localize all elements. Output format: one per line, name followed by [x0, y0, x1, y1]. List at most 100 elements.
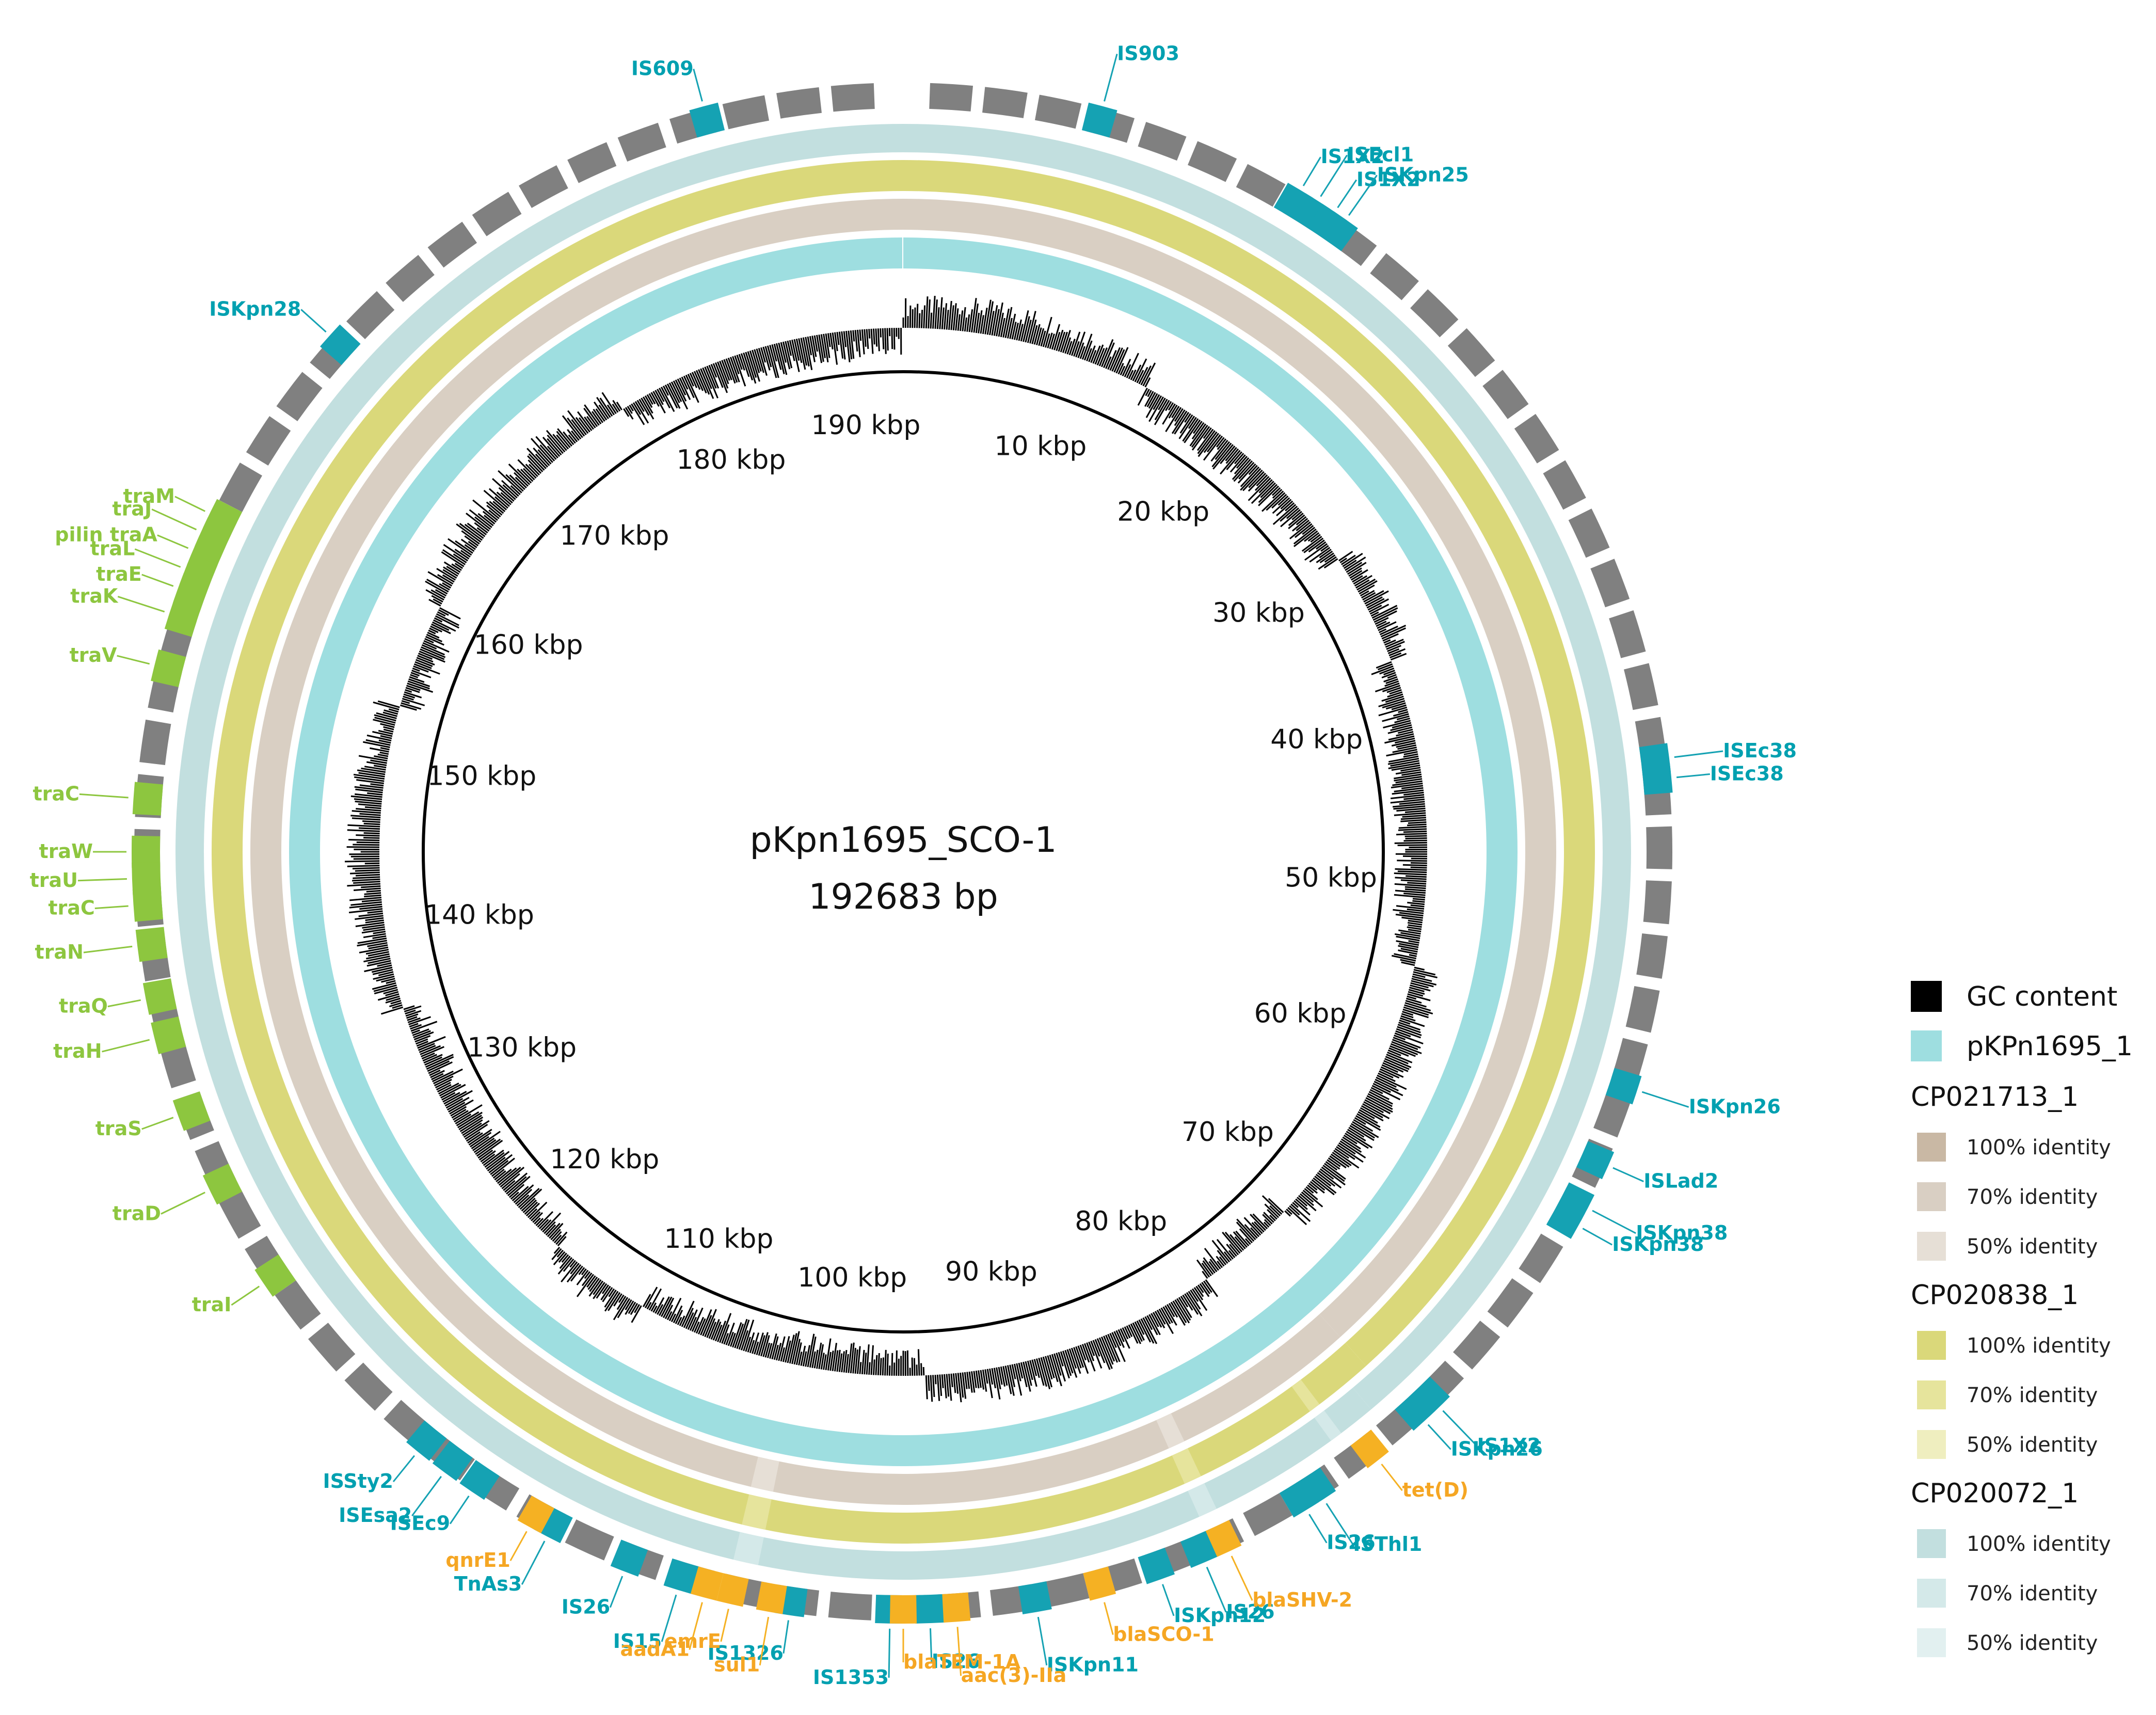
- legend-g2-70: 70% identity: [1967, 1384, 2098, 1407]
- label-leader-line: [1104, 54, 1118, 102]
- label-leader-line: [956, 1627, 962, 1676]
- cp020838-small-segment: [742, 1494, 772, 1530]
- tra-gene-block: [164, 598, 202, 637]
- is-element-block: [1576, 1141, 1615, 1180]
- cp020838-block-segment: [440, 1343, 678, 1502]
- backbone-circle: [422, 370, 1385, 1333]
- label-leader-line: [392, 1455, 416, 1483]
- legend-g2-50: 50% identity: [1967, 1433, 2098, 1457]
- label-leader-line: [1337, 179, 1358, 209]
- resistance-gene-block: [942, 1592, 971, 1623]
- cds-block: [776, 87, 822, 119]
- is-element-block: [1279, 1478, 1319, 1518]
- feature-track: [131, 83, 1673, 1624]
- legend-swatch-reference: [1911, 1030, 1942, 1061]
- legend-swatch-g2-50: [1917, 1430, 1946, 1459]
- scale-label: 190 kbp: [811, 410, 921, 441]
- cds-block: [1188, 141, 1237, 182]
- cds-block: [1643, 880, 1672, 925]
- cds-block: [1042, 1573, 1090, 1608]
- is-element-block: [432, 1440, 473, 1481]
- cp020838-small-segment: [1291, 1379, 1320, 1412]
- gene-label: traW: [39, 840, 93, 863]
- legend-group-2-name: CP020838_1: [1911, 1280, 2079, 1311]
- scale-label: 50 kbp: [1285, 863, 1377, 894]
- gene-label: ISSty2: [323, 1470, 393, 1492]
- gene-label: IS26: [1226, 1600, 1274, 1623]
- label-leader-line: [1442, 1410, 1478, 1447]
- tra-gene-block: [151, 649, 186, 687]
- legend-g3-50: 50% identity: [1967, 1631, 2098, 1655]
- legend-swatch-g1-50: [1917, 1232, 1946, 1261]
- gene-label: blaSHV-2: [1252, 1589, 1352, 1611]
- gene-label: IS903: [1117, 42, 1179, 65]
- gene-label: traC: [48, 897, 94, 919]
- is-element-block: [610, 1539, 648, 1577]
- label-leader-line: [117, 596, 165, 613]
- resistance-gene-block: [756, 1581, 787, 1614]
- is-element-block: [915, 1594, 945, 1624]
- legend-reference-label: pKPn1695_1: [1967, 1031, 2133, 1062]
- cds-block: [722, 95, 770, 130]
- label-leader-line: [1302, 156, 1321, 186]
- gene-label: IS1X2: [1356, 168, 1420, 190]
- label-leader-line: [231, 1285, 260, 1306]
- resistance-gene-block: [1083, 1566, 1116, 1601]
- label-leader-line: [1308, 1514, 1328, 1544]
- gene-label: traV: [70, 644, 118, 666]
- gene-label: IS26: [562, 1596, 610, 1618]
- is-element-block: [1605, 1068, 1642, 1105]
- gene-label: traK: [70, 585, 119, 608]
- label-leader-line: [1582, 1228, 1612, 1246]
- tra-gene-block: [135, 927, 168, 962]
- cds-block: [1453, 1321, 1500, 1370]
- label-leader-line: [117, 655, 150, 665]
- gene-label: ISKpn26: [1451, 1438, 1543, 1460]
- scale-label: 140 kbp: [425, 900, 534, 931]
- gene-label: traI: [192, 1293, 232, 1316]
- label-leader-line: [1206, 1566, 1227, 1613]
- label-leader-line: [1320, 154, 1348, 197]
- scale-label: 150 kbp: [427, 760, 536, 791]
- cds-block: [1568, 509, 1610, 558]
- scale-labels: 10 kbp 20 kbp 30 kbp 40 kbp 50 kbp 60 kbp 70 k…: [425, 410, 1377, 1293]
- cds-block: [1243, 1493, 1292, 1536]
- label-leader-line: [661, 1594, 677, 1642]
- gene-label: ISEc38: [1723, 739, 1797, 762]
- label-leader-line: [161, 1192, 205, 1215]
- label-leader-line: [141, 1117, 174, 1130]
- cds-block: [1519, 1233, 1563, 1283]
- plasmid-size: 192683 bp: [808, 877, 998, 917]
- gene-label: TnAs3: [454, 1573, 522, 1595]
- cds-block: [219, 463, 262, 512]
- gene-label: ISEc38: [1710, 763, 1784, 785]
- resistance-gene-block: [1350, 1430, 1389, 1468]
- cds-block: [1636, 933, 1668, 979]
- cds-block: [929, 83, 973, 112]
- is-element-block: [1081, 102, 1117, 138]
- cds-block: [1646, 826, 1672, 869]
- label-leader-line: [1641, 1091, 1689, 1108]
- label-leader-line: [759, 1616, 770, 1665]
- gc-content-track: [344, 296, 1438, 1403]
- tra-gene-block: [172, 1091, 211, 1131]
- gene-label: ISKpn25: [1377, 163, 1469, 186]
- legend-swatch-g1-100: [1917, 1133, 1946, 1162]
- gene-label: traU: [30, 869, 78, 892]
- legend-g2-100: 100% identity: [1967, 1334, 2111, 1358]
- label-leader-line: [449, 1495, 470, 1525]
- cds-block: [565, 1519, 614, 1561]
- cds-block: [159, 1040, 196, 1088]
- label-leader-line: [1037, 1616, 1048, 1665]
- cds-block: [1487, 1278, 1534, 1328]
- gene-label: qnrE1: [445, 1549, 510, 1571]
- cds-block: [1625, 986, 1660, 1033]
- gene-label: IS1353: [813, 1666, 889, 1689]
- legend-g1-100: 100% identity: [1967, 1136, 2111, 1160]
- is-element-block: [689, 102, 725, 138]
- cp021713-small-segment: [750, 1456, 779, 1492]
- legend-swatch-gc: [1911, 981, 1942, 1012]
- legend-gc-label: GC content: [1967, 981, 2117, 1012]
- tra-gene-block: [151, 1017, 186, 1054]
- cds-block: [1035, 94, 1082, 129]
